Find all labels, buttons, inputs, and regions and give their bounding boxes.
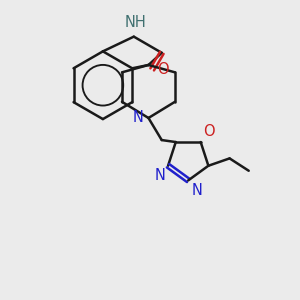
Text: O: O [204,124,215,139]
Text: N: N [191,183,202,198]
Text: N: N [132,110,143,125]
Text: NH: NH [124,15,146,30]
Text: O: O [158,62,169,77]
Text: N: N [154,168,165,183]
